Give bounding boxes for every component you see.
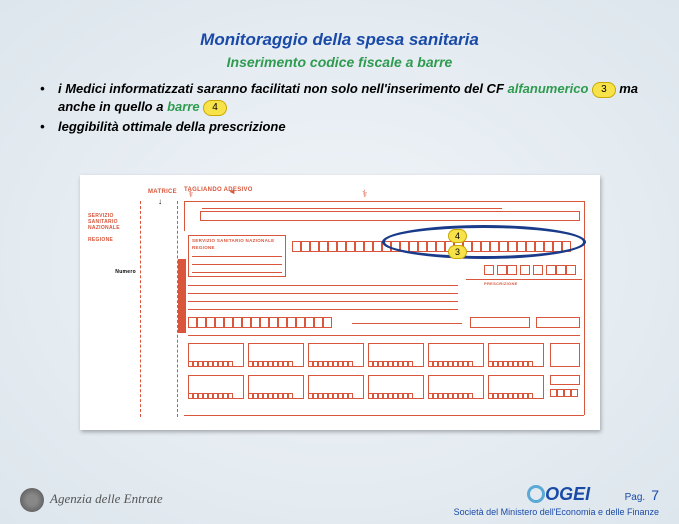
form-stub: SERVIZIO SANITARIO NAZIONALE REGIONE Num… <box>88 213 136 313</box>
slide-subtitle: Inserimento codice fiscale a barre <box>0 50 679 80</box>
badge-4: 4 <box>203 100 227 116</box>
bullet-1-text: i Medici informatizzati saranno facilita… <box>58 80 639 116</box>
annotation-badge-3: 3 <box>448 245 467 259</box>
vertical-tab <box>178 259 186 333</box>
emblem-icon <box>20 488 44 512</box>
annotation-badge-4: 4 <box>448 229 467 243</box>
word-barre: barre <box>167 99 200 114</box>
societa-label: Società del Ministero dell'Economia e de… <box>454 507 659 517</box>
bullet-list: • i Medici informatizzati saranno facili… <box>0 80 679 137</box>
page-label: Pag.7 <box>625 487 659 503</box>
form-main: ⚕ ⚕ SERVIZIO SANITARIO NAZIONALE REGIONE <box>152 193 590 418</box>
agenzia-logo: Agenzia delle Entrate <box>20 488 454 512</box>
prescription-form: MATRICE ↓ TAGLIANDO ADESIVO ◄ SERVIZIO S… <box>80 175 600 430</box>
badge-3: 3 <box>592 82 616 98</box>
sogei-logo: OGEI <box>527 484 590 505</box>
slide-title: Monitoraggio della spesa sanitaria <box>0 0 679 50</box>
caduceus-icon: ⚕ <box>362 189 367 200</box>
bullet-2: • leggibilità ottimale della prescrizion… <box>40 118 639 136</box>
sogei-block: OGEI Pag.7 Società del Ministero dell'Ec… <box>454 484 659 517</box>
annotation-ellipse <box>382 225 586 259</box>
caduceus-icon: ⚕ <box>188 189 193 200</box>
bullet-2-text: leggibilità ottimale della prescrizione <box>58 118 639 136</box>
bullet-marker: • <box>40 80 58 98</box>
bullet-marker: • <box>40 118 58 136</box>
word-alfanumerico: alfanumerico <box>508 81 589 96</box>
dashed-divider <box>140 201 141 417</box>
slide-footer: Agenzia delle Entrate OGEI Pag.7 Società… <box>0 476 679 524</box>
bullet-1: • i Medici informatizzati saranno facili… <box>40 80 639 116</box>
